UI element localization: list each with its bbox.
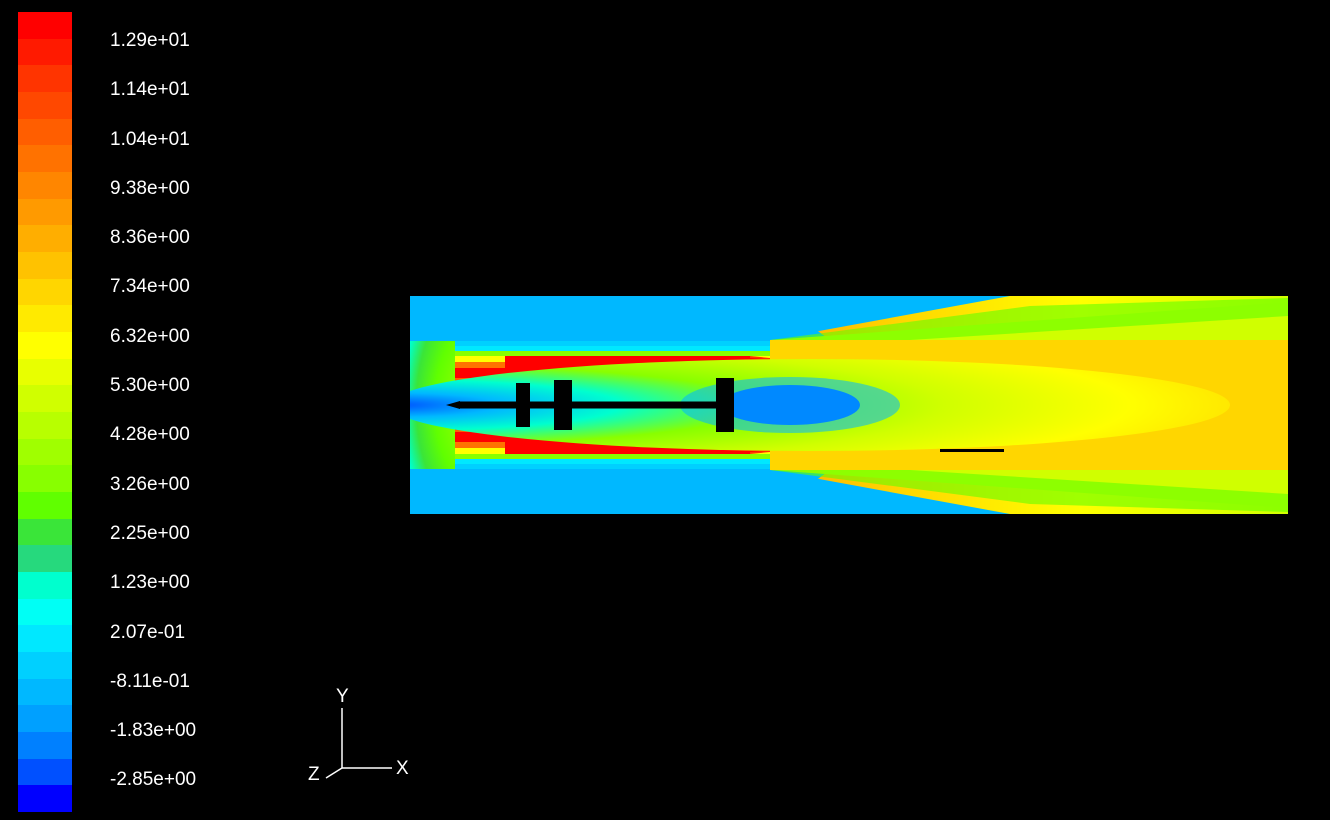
colorbar-tick-label: -8.11e-01	[110, 671, 196, 720]
axis-triad: X Y Z	[320, 690, 410, 780]
colorbar-segment	[18, 145, 72, 172]
body-nose	[446, 401, 460, 409]
colorbar-segment	[18, 465, 72, 492]
colorbar-tick-label: 3.26e+00	[110, 474, 196, 523]
colorbar-tick-label: 6.32e+00	[110, 326, 196, 375]
colorbar-segment	[18, 599, 72, 626]
colorbar-segment	[18, 252, 72, 279]
colorbar-tick-label: 1.29e+01	[110, 30, 196, 79]
colorbar-tick-label: 1.23e+00	[110, 572, 196, 621]
colorbar-segment	[18, 92, 72, 119]
colorbar-segment	[18, 305, 72, 332]
body-shaft	[460, 402, 725, 409]
colorbar-segment	[18, 225, 72, 252]
colorbar-segment	[18, 119, 72, 146]
colorbar-tick-label: 8.36e+00	[110, 227, 196, 276]
colorbar-segment	[18, 679, 72, 706]
colorbar-segment	[18, 732, 72, 759]
axis-x-label: X	[396, 758, 409, 780]
colorbar-tick-label: 2.07e-01	[110, 622, 196, 671]
axis-z-label: Z	[308, 764, 320, 786]
colorbar-segment	[18, 625, 72, 652]
colorbar-segment	[18, 759, 72, 786]
colorbar-tick-label: 9.38e+00	[110, 178, 196, 227]
colorbar-segment	[18, 545, 72, 572]
colorbar-segment	[18, 359, 72, 386]
colorbar-segment	[18, 519, 72, 546]
colorbar-segment	[18, 65, 72, 92]
colorbar-segment	[18, 279, 72, 306]
colorbar-segment	[18, 199, 72, 226]
artifact-scratch	[940, 449, 1004, 452]
colorbar-segment	[18, 572, 72, 599]
colorbar-segment	[18, 39, 72, 66]
colorbar-tick-label: -2.85e+00	[110, 769, 196, 818]
axis-z-line	[326, 768, 342, 778]
colorbar-labels: 1.29e+011.14e+011.04e+019.38e+008.36e+00…	[110, 30, 196, 820]
colorbar	[18, 12, 72, 812]
colorbar-tick-label: 7.34e+00	[110, 276, 196, 325]
colorbar-segment	[18, 172, 72, 199]
geometry-overlay-svg	[410, 296, 1288, 514]
axis-y-label: Y	[336, 686, 349, 708]
colorbar-segment	[18, 332, 72, 359]
colorbar-tick-label: 1.14e+01	[110, 79, 196, 128]
colorbar-segment	[18, 492, 72, 519]
body-disk-2	[716, 378, 734, 432]
colorbar-segment	[18, 412, 72, 439]
colorbar-segment	[18, 439, 72, 466]
colorbar-segment	[18, 785, 72, 812]
colorbar-segment	[18, 12, 72, 39]
colorbar-segment	[18, 652, 72, 679]
cfd-contour-plot	[410, 296, 1288, 514]
colorbar-tick-label: 2.25e+00	[110, 523, 196, 572]
colorbar-segment	[18, 385, 72, 412]
colorbar-tick-label: 1.04e+01	[110, 129, 196, 178]
body-disk-1	[554, 380, 572, 430]
colorbar-tick-label: 5.30e+00	[110, 375, 196, 424]
colorbar-tick-label: -1.83e+00	[110, 720, 196, 769]
colorbar-tick-label: 4.28e+00	[110, 424, 196, 473]
body-disk-0	[516, 383, 530, 427]
colorbar-segment	[18, 705, 72, 732]
